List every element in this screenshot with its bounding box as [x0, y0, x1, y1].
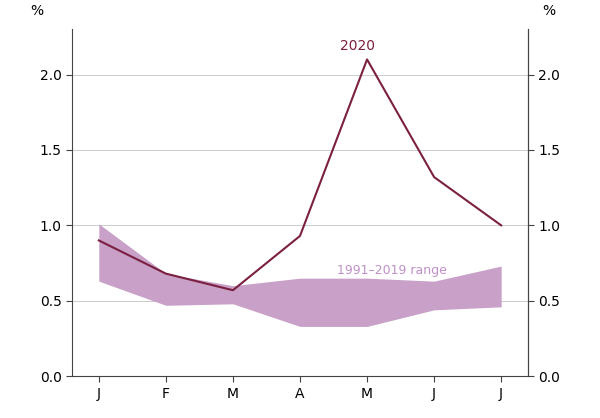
Text: %: %: [542, 4, 555, 18]
Text: 1991–2019 range: 1991–2019 range: [337, 264, 447, 277]
Text: 2020: 2020: [340, 39, 375, 54]
Text: %: %: [31, 4, 43, 18]
